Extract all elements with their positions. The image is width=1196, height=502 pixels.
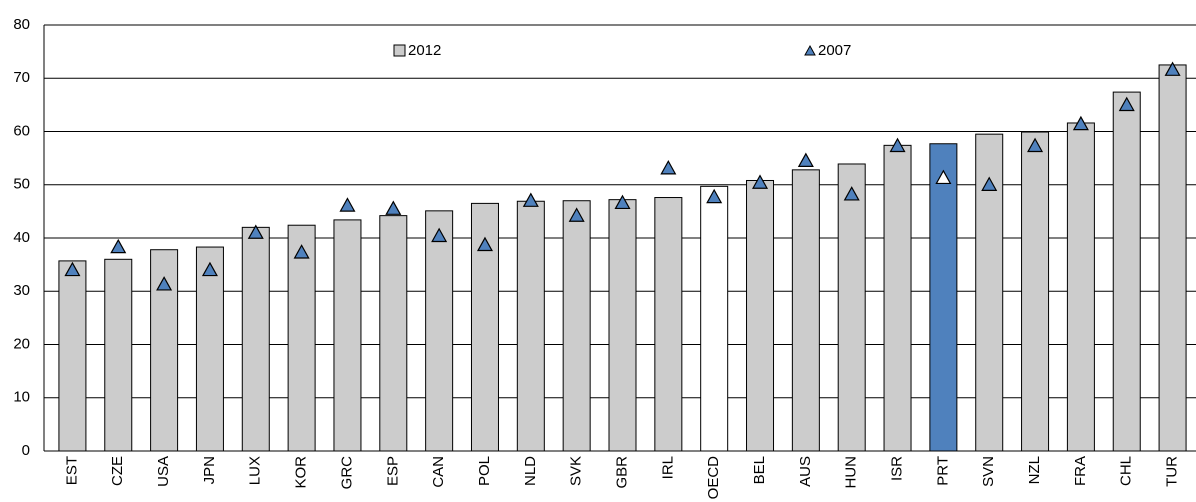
- marker: [1072, 115, 1089, 131]
- marker: [1164, 61, 1181, 76]
- x-tick-label: IRL: [659, 456, 676, 479]
- x-tick-label: NLD: [522, 456, 539, 486]
- y-tick-label: 10: [13, 389, 30, 406]
- marker: [476, 236, 493, 252]
- marker: [706, 188, 723, 204]
- x-tick-label: LUX: [247, 456, 264, 485]
- x-tick-label: SVK: [568, 456, 585, 486]
- marker: [1027, 137, 1044, 153]
- marker: [247, 224, 264, 239]
- y-tick-label: 50: [13, 176, 30, 193]
- bar: [379, 215, 408, 452]
- x-tick-label: HUN: [843, 456, 860, 489]
- legend-label: 2012: [408, 42, 441, 59]
- y-tick-label: 80: [13, 16, 30, 33]
- marker: [64, 261, 81, 277]
- bar: [58, 260, 87, 452]
- x-tick-label: OECD: [705, 456, 722, 500]
- bar: [608, 199, 637, 452]
- bar: [1112, 91, 1141, 452]
- bar: [1021, 131, 1050, 452]
- bar: [883, 144, 912, 452]
- marker: [339, 197, 356, 212]
- bar: [333, 219, 362, 452]
- x-tick-label: JPN: [201, 456, 218, 484]
- bar: [241, 226, 270, 452]
- x-tick-label: USA: [155, 456, 172, 487]
- x-tick-label: ESP: [384, 456, 401, 486]
- marker: [981, 176, 998, 191]
- x-tick-label: CAN: [430, 456, 447, 488]
- x-tick-label: NZL: [1026, 456, 1043, 484]
- bar: [929, 143, 958, 452]
- marker: [843, 186, 860, 201]
- marker: [385, 200, 402, 215]
- marker: [797, 152, 814, 167]
- x-tick-label: KOR: [293, 456, 310, 489]
- x-tick-label: CZE: [109, 456, 126, 486]
- bar: [104, 258, 133, 452]
- x-tick-label: AUS: [797, 456, 814, 487]
- legend-swatch: [804, 44, 816, 56]
- bar: [425, 210, 454, 452]
- y-tick-label: 60: [13, 122, 30, 139]
- bar: [1158, 64, 1187, 452]
- x-tick-label: CHL: [1118, 456, 1135, 486]
- legend-label: 2007: [818, 42, 851, 59]
- x-tick-label: GRC: [338, 456, 355, 490]
- bar: [562, 200, 591, 452]
- marker: [156, 276, 173, 291]
- legend-swatch: [393, 44, 406, 57]
- y-tick-label: 30: [13, 282, 30, 299]
- y-tick-label: 70: [13, 69, 30, 86]
- x-tick-label: TUR: [1164, 456, 1181, 487]
- x-tick-label: POL: [476, 456, 493, 486]
- x-tick-label: PRT: [934, 456, 951, 486]
- marker: [889, 137, 906, 153]
- y-tick-label: 0: [22, 442, 30, 459]
- marker: [752, 174, 769, 189]
- marker: [431, 227, 448, 243]
- bar: [700, 185, 729, 452]
- marker: [935, 169, 952, 185]
- bar: [287, 224, 316, 452]
- bar: [837, 163, 866, 452]
- x-tick-label: FRA: [1072, 456, 1089, 486]
- y-tick-label: 20: [13, 335, 30, 352]
- marker: [293, 244, 310, 259]
- marker: [614, 194, 631, 210]
- bar: [195, 246, 224, 452]
- bar: [791, 169, 820, 452]
- bar: [1066, 122, 1095, 452]
- bar: [654, 197, 683, 452]
- marker: [568, 207, 585, 222]
- marker: [660, 160, 677, 175]
- x-tick-label: SVN: [980, 456, 997, 487]
- marker: [201, 261, 218, 277]
- marker: [522, 192, 539, 207]
- x-tick-label: ISR: [889, 456, 906, 481]
- x-tick-label: GBR: [613, 456, 630, 489]
- bar: [975, 133, 1004, 452]
- bar: [516, 200, 545, 452]
- x-tick-label: EST: [63, 456, 80, 485]
- x-tick-label: BEL: [751, 456, 768, 484]
- bar: [746, 179, 775, 452]
- marker: [110, 238, 127, 254]
- y-tick-label: 40: [13, 229, 30, 246]
- marker: [1118, 96, 1135, 112]
